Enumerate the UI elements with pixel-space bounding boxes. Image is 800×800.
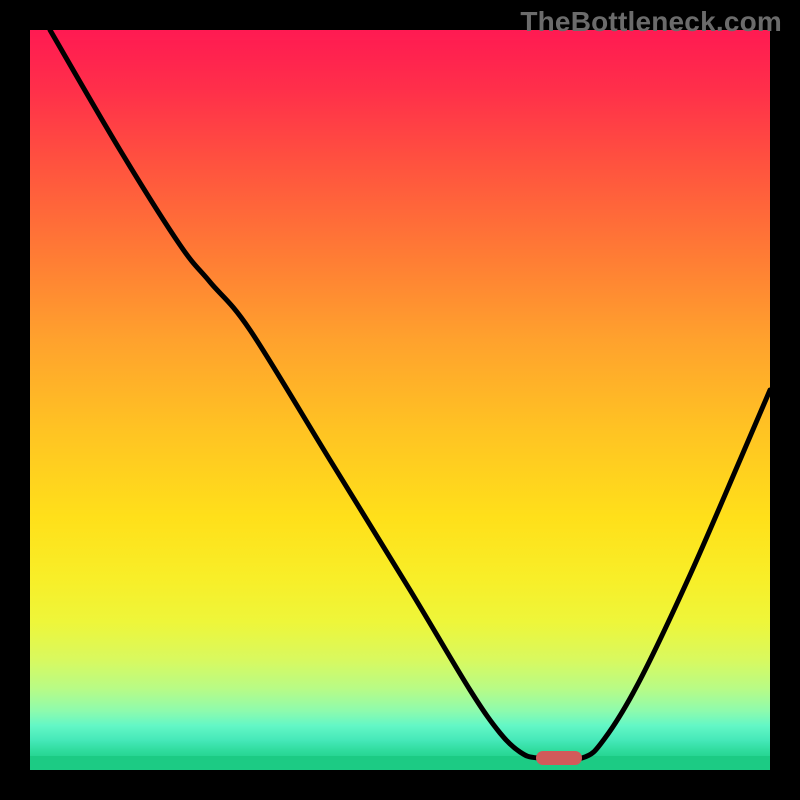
curve-svg — [30, 30, 770, 770]
chart-frame: TheBottleneck.com — [0, 0, 800, 800]
optimal-range-marker — [536, 751, 582, 765]
watermark-text: TheBottleneck.com — [520, 6, 782, 38]
bottleneck-curve — [50, 30, 770, 760]
plot-area — [30, 30, 770, 770]
